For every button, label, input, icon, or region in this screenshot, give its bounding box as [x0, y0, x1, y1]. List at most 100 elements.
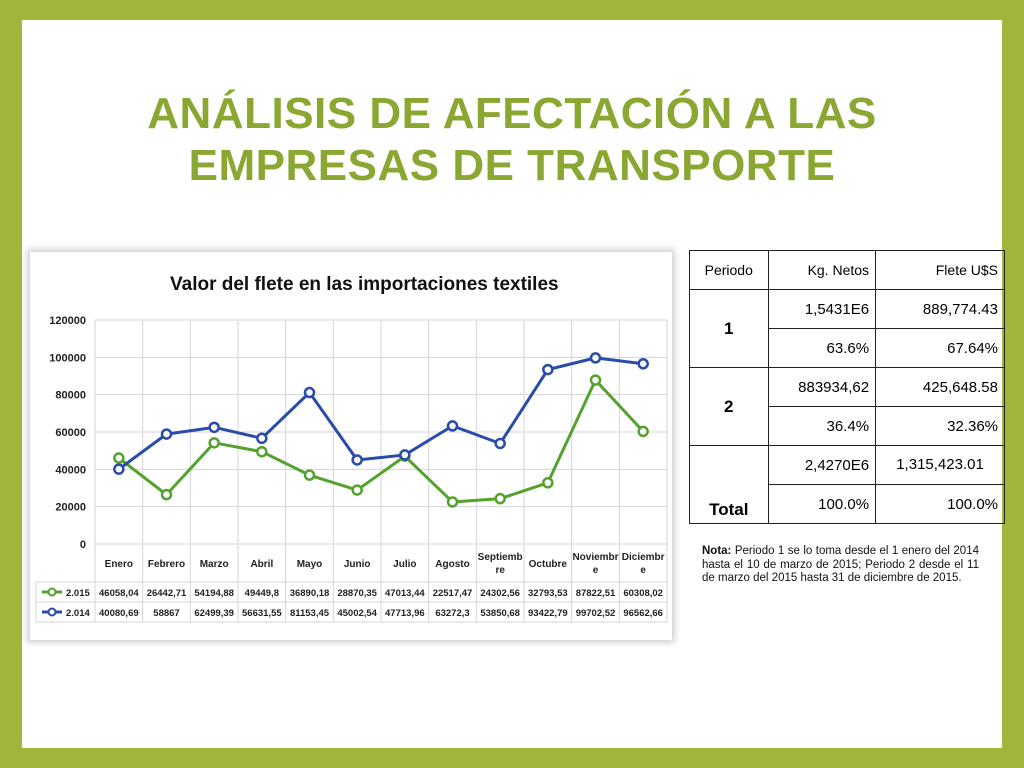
y-tick-label: 80000 [55, 390, 86, 402]
x-tick-label: Noviembr e [572, 552, 618, 576]
periodo-total-cell: Total [689, 445, 769, 524]
flete-cell: 1,315,423.01 [875, 445, 1005, 485]
data-point [494, 492, 506, 505]
data-label: 60308,02 [623, 588, 663, 599]
kg-pct-cell: 100.0% [767, 484, 877, 524]
x-tick-label: Julio [393, 559, 416, 570]
data-point [542, 363, 554, 376]
data-label: 36890,18 [290, 588, 330, 599]
data-label: 32793,53 [528, 588, 568, 599]
data-point [303, 469, 316, 481]
data-point [256, 445, 268, 458]
data-point [303, 386, 316, 399]
legend-marker [47, 587, 57, 597]
data-label: 53850,68 [480, 608, 520, 619]
header-flete: Flete U$S [875, 250, 1005, 290]
table-row: 100.0% 100.0% [690, 484, 1005, 524]
data-label: 96562,66 [623, 608, 663, 619]
slide-title: ANÁLISIS DE AFECTACIÓN A LAS EMPRESAS DE… [22, 88, 1002, 192]
data-point [637, 357, 649, 370]
footnote-text: Periodo 1 se lo toma desde el 1 enero de… [702, 545, 979, 584]
kg-cell: 1,5431E6 [767, 289, 877, 329]
header-kg-netos: Kg. Netos [767, 250, 877, 290]
data-point [160, 488, 173, 501]
y-tick-label: 60000 [55, 427, 86, 439]
data-point [494, 437, 506, 450]
flete-pct-cell: 100.0% [875, 484, 1005, 524]
y-tick-label: 100000 [49, 352, 86, 364]
data-label: 45002,54 [337, 608, 377, 619]
y-tick-label: 40000 [55, 464, 86, 476]
x-tick-label: Abril [250, 559, 273, 570]
flete-pct-cell: 32.36% [875, 406, 1005, 446]
flete-cell: 889,774.43 [875, 289, 1005, 329]
footnote: Nota: Periodo 1 se lo toma desde el 1 en… [702, 545, 979, 586]
data-point [446, 420, 459, 432]
data-label: 87822,51 [576, 588, 616, 599]
data-label: 47713,96 [385, 608, 425, 619]
flete-pct-cell: 67.64% [875, 328, 1005, 368]
flete-cell: 425,648.58 [875, 367, 1005, 407]
data-point [589, 374, 602, 386]
data-label: 26442,71 [147, 588, 187, 599]
x-tick-label: Octubre [529, 559, 568, 570]
data-label: 99702,52 [576, 608, 616, 619]
data-label: 24302,56 [480, 588, 520, 599]
series-line [117, 378, 645, 504]
chart-title: Valor del flete en las importaciones tex… [170, 274, 559, 295]
table-header-row: Periodo Kg. Netos Flete U$S [689, 250, 1005, 290]
data-label: 63272,3 [435, 608, 469, 619]
data-point [208, 437, 220, 449]
data-label: 22517,47 [433, 588, 473, 599]
data-point [637, 425, 649, 438]
x-tick-label: Agosto [435, 559, 469, 570]
kg-cell: 2,4270E6 [767, 445, 877, 485]
slide-title-line2: EMPRESAS DE TRANSPORTE [188, 141, 836, 190]
legend-label: 2.015 [66, 588, 90, 599]
y-tick-label: 120000 [49, 315, 86, 327]
data-point [446, 496, 459, 508]
data-label: 46058,04 [99, 588, 139, 599]
line-chart: Valor del flete en las importaciones tex… [35, 274, 668, 623]
data-label: 93422,79 [528, 608, 568, 619]
data-point [589, 352, 602, 364]
data-point [399, 449, 411, 461]
data-label: 40080,69 [99, 608, 139, 619]
x-tick-label: Septiemb re [478, 552, 523, 576]
kg-cell: 883934,62 [767, 367, 877, 407]
kg-pct-cell: 63.6% [767, 328, 877, 368]
data-point [351, 454, 363, 466]
x-tick-label: Junio [344, 559, 371, 570]
data-point [160, 428, 173, 440]
y-tick-label: 20000 [55, 502, 86, 514]
data-point [256, 432, 268, 445]
x-tick-label: Enero [105, 559, 133, 570]
slide: ANÁLISIS DE AFECTACIÓN A LAS EMPRESAS DE… [22, 20, 1005, 748]
data-point [113, 463, 125, 475]
footnote-label: Nota: [702, 545, 732, 557]
periodo-cell: 2 [689, 367, 769, 446]
x-tick-label: Febrero [148, 559, 185, 570]
series-line [117, 356, 644, 471]
data-label: 28870,35 [337, 588, 377, 599]
x-tick-label: Marzo [200, 559, 229, 570]
periodo-cell: 1 [689, 289, 769, 368]
slide-title-line1: ANÁLISIS DE AFECTACIÓN A LAS [147, 89, 877, 138]
legend-marker [47, 607, 57, 617]
x-tick-label: Diciembr e [622, 552, 665, 576]
data-label: 49449,8 [245, 588, 279, 599]
x-tick-label: Mayo [297, 559, 323, 570]
data-label: 47013,44 [385, 588, 425, 599]
y-tick-label: 0 [80, 539, 86, 551]
summary-table: Periodo Kg. Netos Flete U$S 1 1,5431E6 8… [689, 250, 1005, 524]
data-label: 62499,39 [194, 608, 234, 619]
table-row: 2 883934,62 425,648.58 [689, 367, 1005, 446]
kg-pct-cell: 36.4% [767, 406, 877, 446]
header-periodo: Periodo [689, 250, 769, 290]
data-label: 54194,88 [194, 588, 234, 599]
data-point [208, 421, 220, 434]
data-label: 56631,55 [242, 608, 282, 619]
legend-label: 2.014 [66, 608, 90, 619]
data-point [113, 452, 125, 464]
table-row: Total 2,4270E6 1,315,423.01 [689, 445, 1005, 524]
